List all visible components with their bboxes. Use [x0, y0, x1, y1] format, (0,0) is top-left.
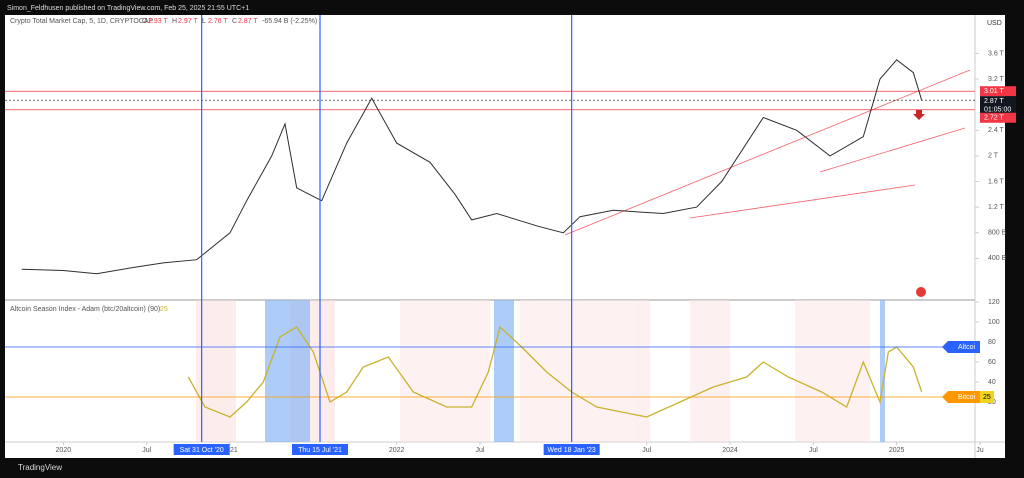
indicator-title: Altcoin Season Index - Adam (btc/20altco… — [10, 306, 160, 313]
y-tick-label: 80 — [988, 339, 996, 346]
date-tag-label: Sat 31 Oct '20 — [180, 447, 224, 454]
y-tick-label: 2 T — [988, 153, 999, 160]
x-tick-label: Jul — [642, 447, 651, 454]
ohlc-value: 2.97 T — [178, 18, 198, 25]
y-tick-label: 3.6 T — [988, 50, 1005, 57]
x-tick-label: 2021 — [222, 447, 238, 454]
y-tick-label: 400 B — [988, 255, 1007, 262]
down-arrow — [913, 110, 925, 120]
y-tick-label: 40 — [988, 379, 996, 386]
x-tick-label: Jul — [809, 447, 818, 454]
price-tag — [980, 112, 1016, 123]
date-tag — [543, 444, 600, 455]
price-tag — [980, 96, 1016, 107]
level-label: Bitcoi — [958, 394, 976, 401]
x-tick-label: 2022 — [389, 447, 405, 454]
ohlc-value: L — [202, 18, 206, 25]
date-tag-label: Wed 18 Jan '23 — [548, 447, 596, 454]
x-tick-label: Jul — [476, 447, 485, 454]
y-tick-label: 120 — [988, 299, 1000, 306]
ohlc-value: -65.94 B (-2.25%) — [262, 18, 317, 25]
ohlc-value: 2.87 T — [238, 18, 258, 25]
flag-icon — [916, 287, 926, 297]
countdown-bg — [980, 105, 1016, 115]
publisher: Simon_Feldhusen published on TradingView… — [7, 5, 249, 12]
x-tick-label: 2024 — [722, 447, 738, 454]
y-tick-label: 60 — [988, 359, 996, 366]
x-tick-label: Jul — [142, 447, 151, 454]
ohlc-value: 2.76 T — [208, 18, 228, 25]
y-tick-label: 800 B — [988, 230, 1007, 237]
price-tag-label: 2.72 T — [984, 115, 1004, 122]
x-tick-label: 2025 — [889, 447, 905, 454]
footer — [0, 460, 1024, 478]
y-tick-label: 1.2 T — [988, 204, 1005, 211]
y-tick-label: 100 — [988, 319, 1000, 326]
y-tick-label: 3.2 T — [988, 76, 1005, 83]
y-tick-label: 1.6 T — [988, 178, 1005, 185]
level-tag — [942, 341, 980, 353]
ohlc-value: C — [232, 18, 237, 25]
price-tag — [980, 86, 1016, 97]
currency: USD — [987, 20, 1002, 27]
price-tag-label: 3.01 T — [984, 88, 1004, 95]
last-label: 25 — [983, 394, 991, 401]
price-tag-label: 2.87 T — [984, 98, 1004, 105]
trend-lines — [564, 69, 971, 236]
ohlc-value: O — [142, 18, 148, 25]
indicator-last: 25 — [160, 306, 168, 313]
countdown: 01:05:00 — [984, 107, 1011, 114]
date-tag-label: Thu 15 Jul '21 — [298, 447, 342, 454]
x-tick-label: 2020 — [56, 447, 72, 454]
date-tag — [292, 444, 348, 455]
ohlc-value: 2.93 T — [148, 18, 168, 25]
symbol-title: Crypto Total Market Cap, 5, 1D, CRYPTOCA… — [10, 18, 153, 25]
ohlc-value: H — [172, 18, 177, 25]
series-line — [21, 59, 923, 275]
level-tag — [942, 391, 980, 403]
last-tag — [980, 391, 994, 403]
brand: TradingView — [18, 463, 62, 472]
y-tick-label: 2.4 T — [988, 127, 1005, 134]
x-tick-label: Ju — [976, 447, 984, 454]
level-label: Altcoi — [958, 344, 976, 351]
date-tag — [173, 444, 230, 455]
